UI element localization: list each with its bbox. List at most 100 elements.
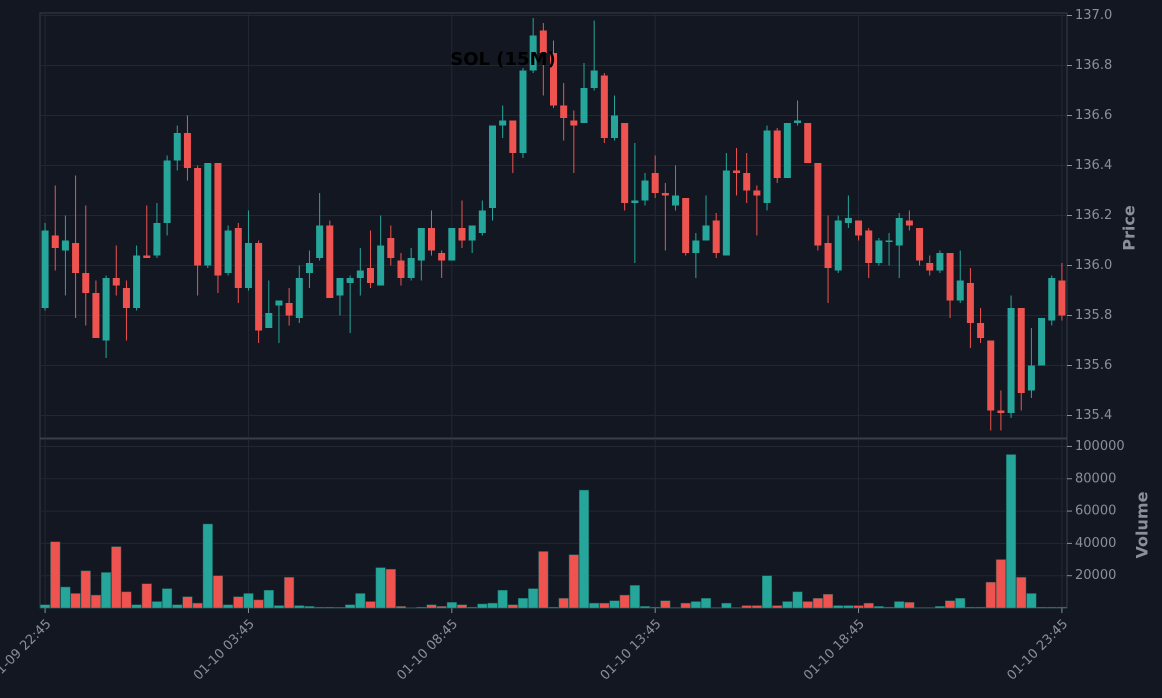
y-tick-label: 136.4 <box>1075 158 1112 173</box>
volume-bar <box>90 594 101 609</box>
price-panel <box>39 12 1068 439</box>
candle-body <box>855 220 863 236</box>
candle-body <box>519 70 527 153</box>
volume-bar <box>965 606 976 609</box>
candle-body <box>366 268 374 283</box>
candle-body <box>733 170 741 173</box>
candle-body <box>763 130 771 203</box>
volume-bar <box>599 602 610 609</box>
candle-body <box>234 228 242 288</box>
volume-bar <box>721 602 732 609</box>
candle-body <box>478 210 486 233</box>
volume-bar <box>253 599 264 609</box>
candle-body <box>1027 365 1035 391</box>
volume-bar <box>151 601 162 609</box>
candle-body <box>621 123 629 203</box>
volume-bar <box>365 601 376 609</box>
candle-body <box>407 258 415 278</box>
volume-bar <box>416 606 427 609</box>
candle-body <box>905 220 913 226</box>
candle-body <box>824 243 832 268</box>
volume-bar <box>528 588 539 609</box>
volume-bar <box>314 606 325 609</box>
volume-bar <box>945 600 956 609</box>
volume-bar <box>934 606 945 609</box>
candle-body <box>875 240 883 263</box>
volume-bar <box>355 593 366 609</box>
volume-bar <box>538 551 549 609</box>
volume-bar <box>121 591 132 609</box>
candle-body <box>112 278 120 286</box>
y-tick-label: 80000 <box>1075 471 1116 486</box>
candle-body <box>72 243 80 273</box>
candle-body <box>122 288 130 308</box>
volume-bar <box>243 593 254 609</box>
y-tick-label: 100000 <box>1075 439 1125 454</box>
candle-body <box>885 240 893 242</box>
candle-body <box>285 303 293 316</box>
candle-body <box>794 120 802 123</box>
volume-bar <box>650 606 661 609</box>
volume-bar <box>589 602 600 609</box>
candle-body <box>51 235 59 248</box>
candle-body <box>336 278 344 296</box>
candle-body <box>631 200 639 203</box>
volume-bar <box>385 568 396 609</box>
volume-bar <box>80 570 91 609</box>
volume-bar <box>823 594 834 609</box>
chart-title: SOL (15M) <box>450 49 555 70</box>
volume-bar <box>1046 606 1057 609</box>
volume-bar <box>345 604 356 609</box>
candle-body <box>550 53 557 106</box>
candle-body <box>143 255 151 258</box>
volume-bar <box>629 585 640 609</box>
candle-body <box>946 253 954 301</box>
candle-body <box>92 293 100 338</box>
candle-body <box>356 270 364 278</box>
candle-body <box>163 160 171 223</box>
volume-bar <box>995 559 1006 609</box>
volume-bar <box>273 605 284 609</box>
volume-bar <box>1056 606 1067 609</box>
candle-body <box>61 240 69 251</box>
volume-bar <box>324 606 335 609</box>
volume-bar <box>50 541 61 609</box>
price-axis-label: Price <box>1120 205 1139 251</box>
candle-body <box>834 220 842 271</box>
volume-bar <box>863 602 874 609</box>
candle-body <box>255 243 263 331</box>
volume-bar <box>192 602 203 609</box>
candle-body <box>326 225 334 298</box>
volume-bar <box>284 577 295 609</box>
candle-body <box>590 70 598 88</box>
volume-bar <box>568 554 579 609</box>
candle-body <box>844 218 852 223</box>
candle-body <box>865 230 873 263</box>
y-tick-label: 60000 <box>1075 504 1116 519</box>
candle-body <box>316 225 324 258</box>
candle-body <box>1007 308 1015 413</box>
candle-body <box>916 228 924 261</box>
volume-axis-label: Volume <box>1133 491 1152 558</box>
y-tick-label: 136.0 <box>1075 258 1112 273</box>
candle-body <box>468 225 476 241</box>
candle-body <box>570 120 578 126</box>
candle-body <box>377 245 385 286</box>
candle-body <box>712 220 720 253</box>
volume-bar <box>884 606 895 609</box>
candle-body <box>814 163 822 246</box>
volume-bar <box>477 603 488 609</box>
volume-bar <box>507 604 518 609</box>
candle-body <box>611 115 619 138</box>
candle-body <box>397 260 405 278</box>
candle-body <box>173 133 181 161</box>
volume-bar <box>751 605 762 609</box>
candle-body <box>509 120 517 153</box>
volume-bar <box>904 602 915 609</box>
volume-bar <box>680 602 691 609</box>
volume-bar <box>111 546 122 609</box>
candle-body <box>204 163 212 266</box>
volume-bar <box>1016 577 1027 609</box>
volume-bar <box>782 601 793 609</box>
